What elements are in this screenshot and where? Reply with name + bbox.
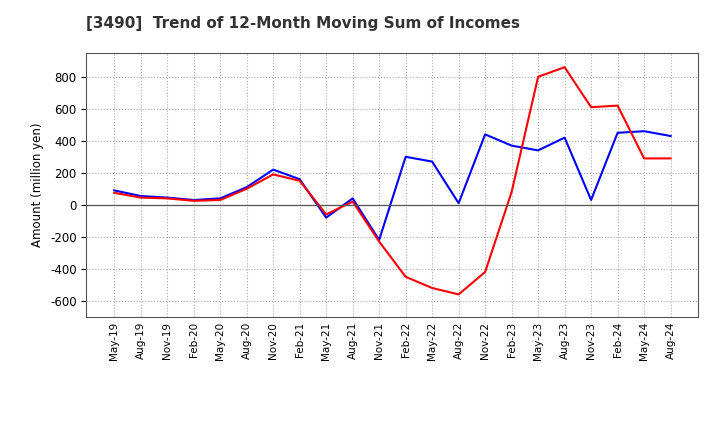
Net Income [454, 292, 463, 297]
Line: Net Income: Net Income [114, 67, 670, 294]
Net Income [269, 172, 277, 177]
Y-axis label: Amount (million yen): Amount (million yen) [32, 123, 45, 247]
Ordinary Income [640, 128, 649, 134]
Net Income [348, 199, 357, 204]
Net Income [560, 65, 569, 70]
Net Income [136, 195, 145, 200]
Ordinary Income [401, 154, 410, 159]
Net Income [508, 189, 516, 194]
Ordinary Income [560, 135, 569, 140]
Ordinary Income [295, 176, 304, 182]
Net Income [322, 212, 330, 217]
Ordinary Income [163, 195, 171, 200]
Ordinary Income [348, 196, 357, 201]
Net Income [295, 178, 304, 183]
Ordinary Income [110, 188, 119, 193]
Ordinary Income [428, 159, 436, 164]
Ordinary Income [534, 148, 542, 153]
Line: Ordinary Income: Ordinary Income [114, 131, 670, 240]
Net Income [666, 156, 675, 161]
Net Income [375, 239, 384, 244]
Ordinary Income [454, 201, 463, 206]
Ordinary Income [481, 132, 490, 137]
Net Income [428, 286, 436, 291]
Ordinary Income [587, 198, 595, 203]
Ordinary Income [322, 215, 330, 220]
Ordinary Income [666, 133, 675, 139]
Net Income [110, 190, 119, 195]
Ordinary Income [613, 130, 622, 136]
Ordinary Income [189, 198, 198, 203]
Net Income [613, 103, 622, 108]
Ordinary Income [216, 196, 225, 201]
Net Income [243, 186, 251, 191]
Ordinary Income [269, 167, 277, 172]
Net Income [216, 198, 225, 203]
Net Income [587, 105, 595, 110]
Net Income [189, 198, 198, 203]
Ordinary Income [243, 184, 251, 190]
Net Income [401, 274, 410, 279]
Net Income [640, 156, 649, 161]
Net Income [534, 74, 542, 80]
Ordinary Income [136, 193, 145, 198]
Net Income [481, 269, 490, 275]
Net Income [163, 196, 171, 201]
Ordinary Income [508, 143, 516, 148]
Text: [3490]  Trend of 12-Month Moving Sum of Incomes: [3490] Trend of 12-Month Moving Sum of I… [86, 16, 521, 31]
Ordinary Income [375, 237, 384, 242]
